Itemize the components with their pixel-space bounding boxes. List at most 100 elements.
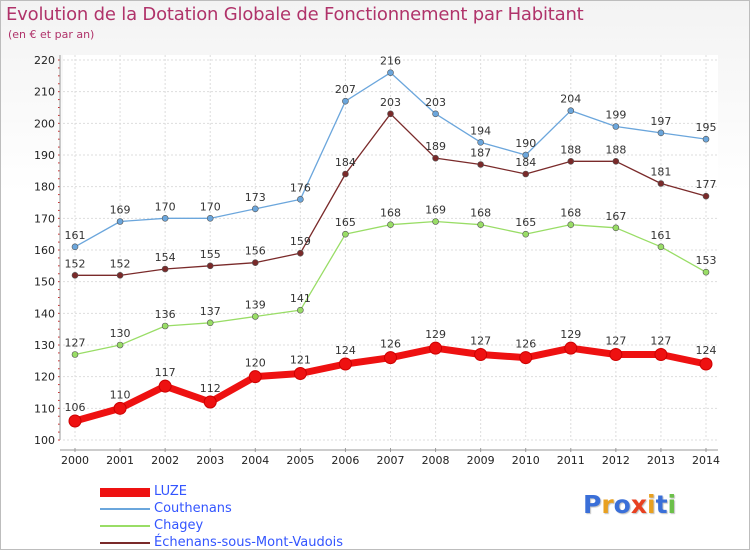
data-point-chagey (522, 230, 530, 238)
x-tick-label: 2001 (106, 454, 134, 467)
data-point-echenans-sous-mont-vaudois (567, 158, 575, 165)
data-point-echenans-sous-mont-vaudois (206, 262, 214, 270)
legend-label: Échenans-sous-Mont-Vaudois (154, 535, 344, 550)
data-point-chagey (567, 221, 575, 228)
y-tick-label: 180 (34, 181, 55, 194)
data-label-chagey: 168 (470, 207, 491, 220)
x-tick-label: 2005 (286, 454, 314, 467)
data-label-echenans-sous-mont-vaudois: 152 (110, 257, 131, 270)
data-point-chagey (71, 351, 79, 358)
legend-swatch (100, 508, 150, 510)
data-label-luze: 112 (200, 382, 221, 395)
data-label-chagey: 130 (110, 327, 131, 340)
data-label-chagey: 165 (515, 216, 536, 229)
data-label-couthenans: 194 (470, 124, 491, 137)
data-point-couthenans (387, 69, 394, 76)
data-point-luze (68, 414, 82, 428)
data-point-luze (248, 370, 262, 384)
data-label-chagey: 136 (155, 308, 176, 321)
data-point-echenans-sous-mont-vaudois (657, 180, 665, 187)
legend-label: Chagey (154, 518, 204, 533)
data-label-chagey: 167 (605, 210, 626, 223)
data-label-couthenans: 199 (605, 109, 626, 122)
logo-letter: o (613, 490, 631, 519)
x-tick-label: 2000 (61, 454, 89, 467)
data-point-echenans-sous-mont-vaudois (161, 265, 169, 273)
x-tick-label: 2006 (331, 454, 359, 467)
y-tick-label: 210 (34, 86, 55, 99)
x-tick-label: 2013 (647, 454, 675, 467)
x-tick-label: 2011 (557, 454, 585, 467)
x-tick-label: 2002 (151, 454, 179, 467)
data-point-luze (699, 357, 713, 371)
data-point-couthenans (702, 135, 710, 143)
legend-label: LUZE (154, 484, 188, 499)
y-tick-label: 200 (34, 117, 55, 130)
data-point-chagey (612, 224, 620, 232)
data-label-luze: 126 (380, 338, 401, 351)
data-label-luze: 110 (110, 388, 131, 401)
data-label-echenans-sous-mont-vaudois: 154 (155, 251, 176, 264)
legend-swatch (100, 542, 150, 544)
data-point-echenans-sous-mont-vaudois (432, 154, 439, 162)
data-label-luze: 129 (560, 328, 581, 341)
data-point-echenans-sous-mont-vaudois (612, 158, 620, 165)
data-label-couthenans: 203 (425, 96, 446, 109)
data-point-couthenans (297, 196, 304, 203)
data-label-luze: 120 (245, 357, 266, 370)
x-tick-label: 2008 (422, 454, 450, 467)
data-point-echenans-sous-mont-vaudois (251, 259, 259, 266)
data-label-chagey: 127 (65, 337, 86, 350)
data-label-couthenans: 170 (155, 200, 176, 213)
data-label-couthenans: 190 (515, 137, 536, 150)
data-label-couthenans: 173 (245, 191, 266, 204)
data-point-chagey (116, 341, 124, 349)
data-point-luze (429, 341, 443, 355)
data-point-echenans-sous-mont-vaudois (342, 170, 349, 178)
logo-letter: P (583, 490, 602, 519)
data-point-chagey (657, 243, 665, 251)
data-label-luze: 124 (696, 344, 717, 357)
data-label-couthenans: 195 (696, 121, 717, 134)
data-point-chagey (477, 221, 484, 228)
x-tick-label: 2014 (692, 454, 720, 467)
data-label-echenans-sous-mont-vaudois: 181 (650, 166, 671, 179)
proxiti-logo: Proxiti (583, 490, 676, 519)
data-point-couthenans (477, 139, 484, 146)
data-label-chagey: 153 (696, 254, 717, 267)
data-label-luze: 121 (290, 354, 311, 367)
data-label-echenans-sous-mont-vaudois: 188 (605, 143, 626, 156)
y-tick-label: 100 (34, 434, 55, 447)
logo-letter: i (667, 490, 677, 519)
y-tick-label: 190 (34, 149, 55, 162)
data-point-chagey (702, 268, 710, 276)
data-point-luze (203, 395, 217, 409)
data-point-chagey (432, 218, 439, 225)
data-label-couthenans: 169 (110, 204, 131, 217)
data-label-chagey: 137 (200, 305, 221, 318)
y-tick-label: 150 (34, 276, 55, 289)
data-point-couthenans (342, 97, 349, 105)
data-point-couthenans (522, 151, 530, 159)
data-point-couthenans (657, 129, 665, 137)
chart-subtitle: (en € et par an) (8, 28, 95, 41)
data-label-echenans-sous-mont-vaudois: 177 (696, 178, 717, 191)
data-point-couthenans (567, 107, 575, 114)
data-point-luze (338, 357, 352, 371)
logo-letter: i (647, 490, 656, 519)
data-label-echenans-sous-mont-vaudois: 187 (470, 147, 491, 160)
data-point-luze (609, 348, 623, 361)
data-label-chagey: 141 (290, 292, 311, 305)
data-point-echenans-sous-mont-vaudois (702, 192, 710, 200)
legend-label: Couthenans (154, 501, 232, 516)
data-point-luze (293, 367, 307, 380)
data-label-luze: 127 (650, 335, 671, 348)
data-label-couthenans: 170 (200, 200, 221, 213)
data-label-couthenans: 197 (650, 115, 671, 128)
data-label-chagey: 168 (560, 207, 581, 220)
x-tick-label: 2003 (196, 454, 224, 467)
data-point-couthenans (71, 243, 79, 251)
data-point-luze (519, 351, 533, 365)
data-point-chagey (342, 230, 349, 238)
data-label-luze: 129 (425, 328, 446, 341)
